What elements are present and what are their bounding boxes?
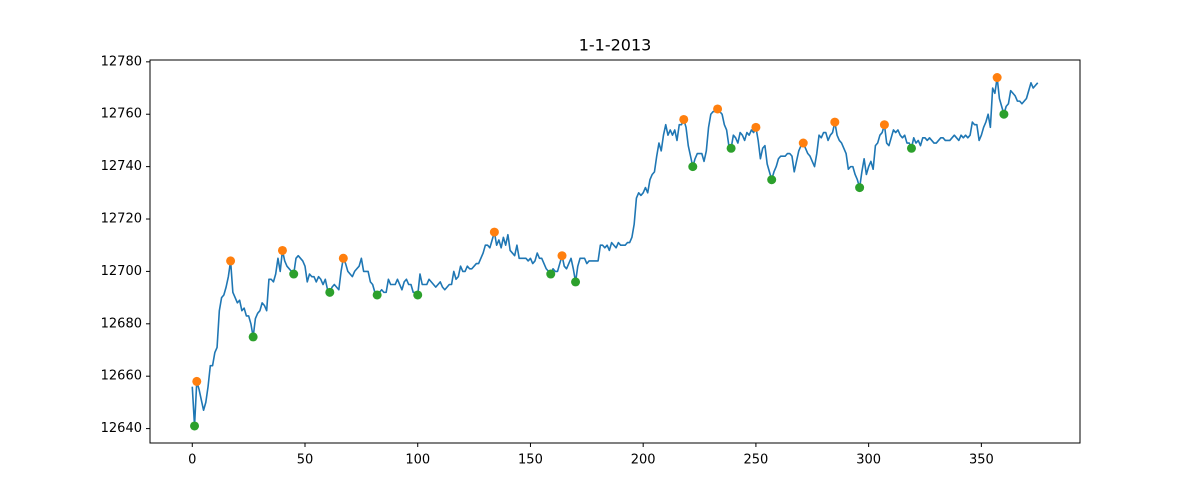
x-tick-label: 150 [518,453,543,468]
data-point [713,104,723,114]
x-tick-label: 50 [297,453,314,468]
data-point [855,183,865,193]
x-tick-label: 250 [743,453,768,468]
plot-frame [149,59,1081,444]
data-point [190,421,200,431]
data-point [726,143,736,153]
y-tick-label: 12660 [101,369,142,384]
x-tick-label: 0 [188,453,196,468]
data-point [688,162,698,172]
chart-title: 1-1-2013 [579,36,652,55]
data-point [277,245,287,255]
y-tick-label: 12640 [101,421,142,436]
y-tick-label: 12740 [101,159,142,174]
data-point [338,253,348,263]
data-point [226,256,236,266]
y-tick-label: 12720 [101,212,142,227]
data-point [999,109,1009,119]
y-tick-label: 12760 [101,107,142,122]
data-point [830,117,840,127]
x-tick-label: 200 [631,453,656,468]
data-point [546,269,556,279]
data-point [325,287,335,297]
data-point [289,269,299,279]
y-tick-label: 12680 [101,316,142,331]
data-point [489,227,499,237]
y-tick-label: 12780 [101,54,142,69]
data-point [879,120,889,130]
data-point [767,175,777,185]
data-point [248,332,258,342]
data-point [557,251,567,261]
data-point [992,73,1002,83]
data-line [191,76,1039,427]
data-point [413,290,423,300]
y-tick-label: 12700 [101,264,142,279]
x-tick-label: 100 [405,453,430,468]
data-point [906,143,916,153]
data-point [571,277,581,287]
data-point [192,376,202,386]
data-point [751,122,761,132]
x-tick-label: 350 [969,453,994,468]
data-point [679,114,689,124]
data-point [798,138,808,148]
data-point [372,290,382,300]
x-tick-label: 300 [856,453,881,468]
